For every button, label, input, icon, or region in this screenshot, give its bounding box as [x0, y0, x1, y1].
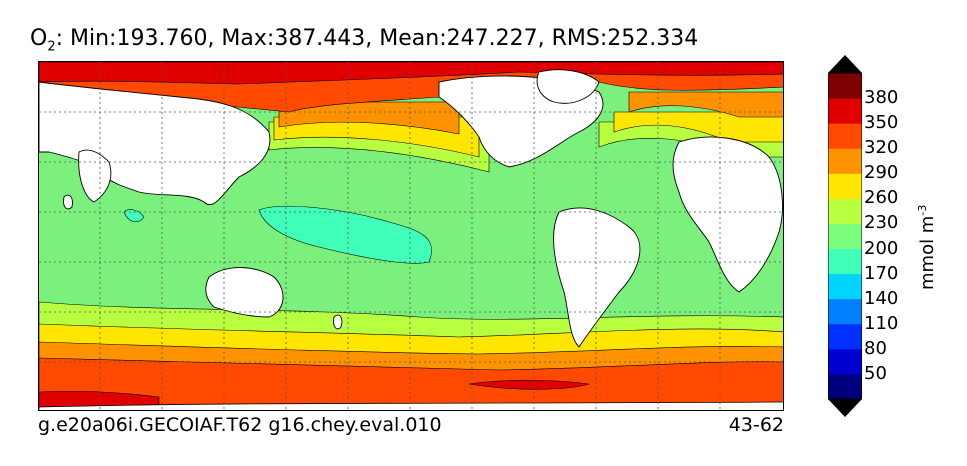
colorbar-segment	[828, 73, 862, 99]
colorbar-tick-label: 110	[864, 312, 899, 334]
title-subscript: 2	[47, 39, 56, 55]
colorbar-tick-label: 380	[864, 87, 899, 109]
north-290-band	[278, 91, 783, 135]
title-stats: : Min:193.760, Max:387.443, Mean:247.227…	[55, 26, 699, 51]
colorbar-tick-label: 350	[864, 112, 899, 134]
units-exponent: -3	[916, 204, 929, 216]
colorbar-tick-label: 140	[864, 287, 899, 309]
colorbar-segment	[828, 148, 862, 174]
colorbar-segment	[828, 198, 862, 224]
colorbar-segment	[828, 248, 862, 275]
new-zealand	[333, 314, 343, 330]
australia	[205, 267, 284, 318]
colorbar-segment	[828, 273, 862, 300]
colorbar-frame	[828, 72, 862, 400]
colorbar-segment	[828, 173, 862, 199]
run-label: g.e20a06i.GECOIAF.T62 g16.chey.eval.010	[38, 414, 442, 436]
colorbar-under-triangle	[828, 399, 862, 417]
units-text: mmol m	[917, 215, 938, 290]
colorbar-tick-label: 230	[864, 212, 899, 234]
map-canvas	[39, 62, 783, 410]
colorbar-segment	[828, 298, 862, 325]
colorbar-segment	[828, 123, 862, 149]
north-350-band	[39, 62, 783, 85]
colorbar-tick-label: 200	[864, 237, 899, 259]
colorbar-tick-label: 80	[864, 337, 887, 359]
colorbar-segment	[828, 373, 862, 400]
africa	[672, 136, 783, 293]
tropical-170-pool-indian	[123, 209, 145, 222]
antarctica	[39, 401, 783, 410]
colorbar-units-label: mmol m-3	[916, 205, 938, 290]
arabia-india	[78, 149, 112, 203]
graticule	[39, 62, 783, 410]
colorbar-segment	[828, 348, 862, 375]
colorbar-segments	[828, 73, 862, 400]
colorbar-over-triangle	[828, 55, 862, 73]
colorbar-tick-label: 320	[864, 137, 899, 159]
colorbar-segment	[828, 323, 862, 350]
colorbar-tick-label: 290	[864, 162, 899, 184]
colorbar-segment	[828, 223, 862, 250]
depth-label: 43-62	[728, 414, 784, 436]
colorbar-tick-label: 260	[864, 187, 899, 209]
ocean-320-band	[39, 357, 783, 410]
colorbar-segment	[828, 98, 862, 124]
ocean-oxygen-map	[38, 61, 784, 411]
colorbar	[828, 55, 862, 417]
colorbar-tick-label: 50	[864, 362, 887, 384]
title-species: O	[30, 26, 48, 51]
madagascar	[63, 194, 73, 210]
plot-title: O2: Min:193.760, Max:387.443, Mean:247.2…	[30, 26, 800, 54]
greenland	[536, 69, 600, 104]
colorbar-tick-label: 170	[864, 262, 899, 284]
